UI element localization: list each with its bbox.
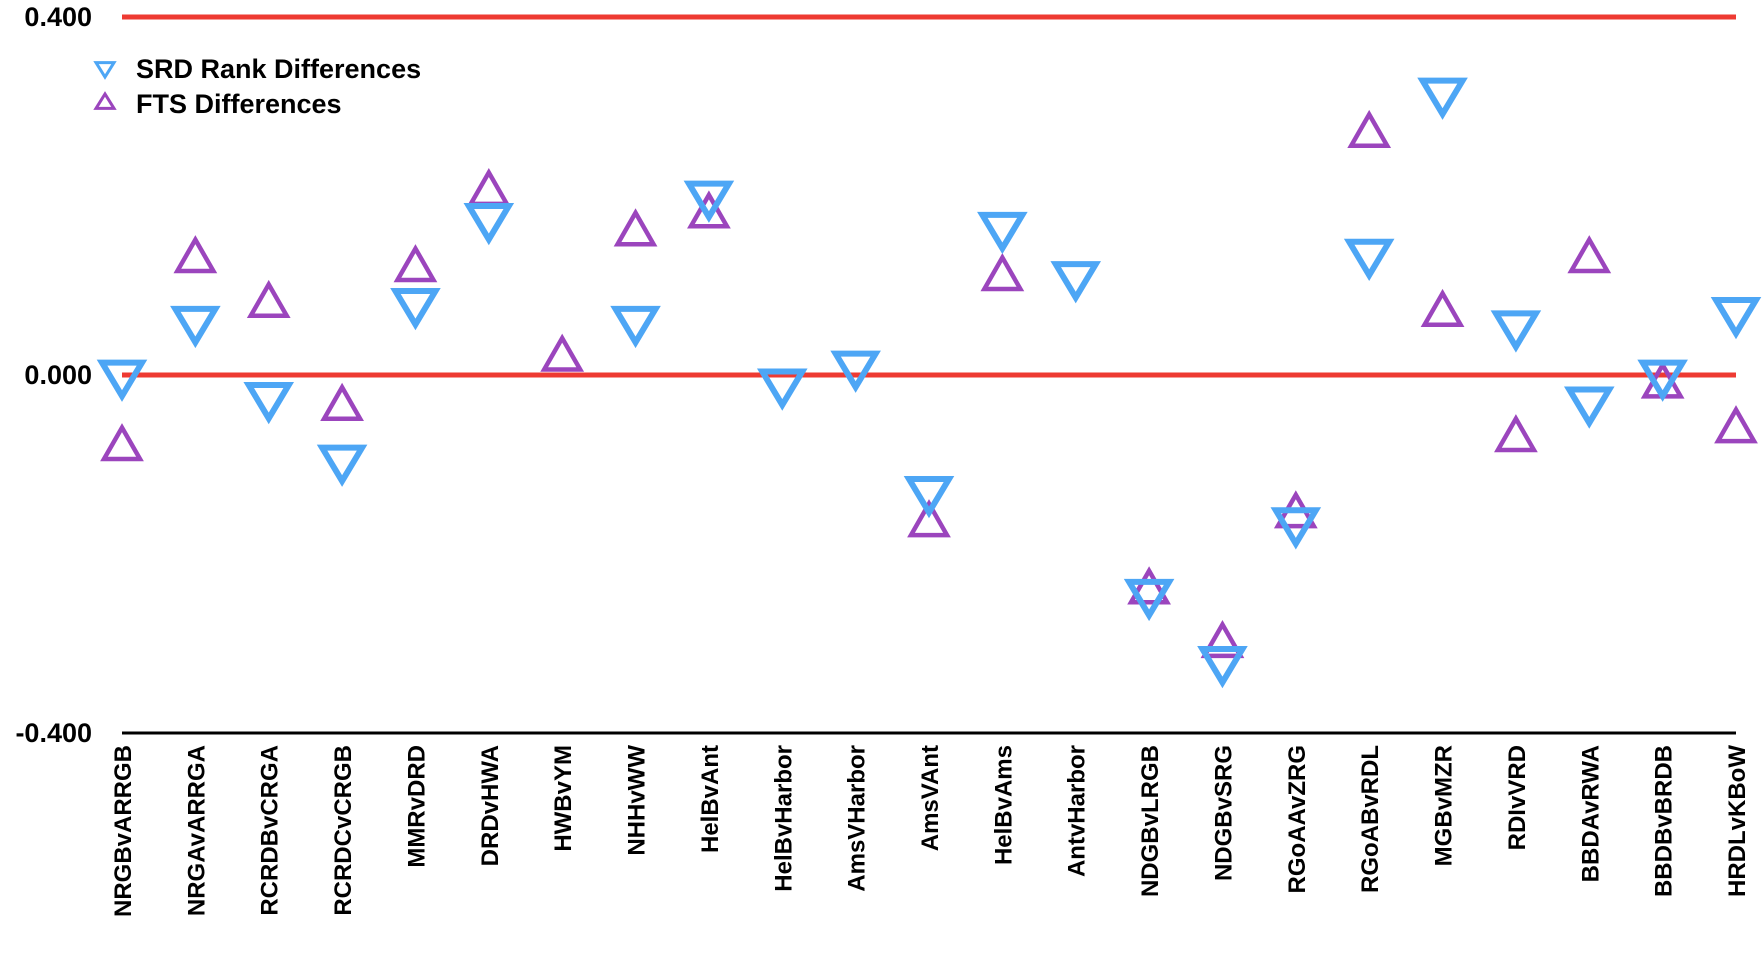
- srd-point-nhhvww: [610, 305, 661, 349]
- fts-point-rcrdbvcrga: [246, 279, 291, 319]
- fts-point-hrdlvkbow: [1714, 405, 1758, 444]
- x-tick-label: BBDAvRWA: [1577, 745, 1604, 882]
- fts-point-nrgavarrga: [173, 235, 218, 274]
- x-tick-label: MGBvMZR: [1431, 745, 1458, 866]
- fts-point-mmrvdrd: [393, 244, 438, 283]
- srd-point-helbvams: [977, 211, 1028, 255]
- x-tick-label: RCRDBvCRGA: [257, 745, 284, 916]
- fts-point-helbvams: [980, 253, 1025, 292]
- fts-point-ndgbvsrg: [1200, 619, 1245, 659]
- x-tick-label: HWBvYM: [550, 745, 577, 852]
- x-tick-label: DRDvHWA: [477, 745, 504, 866]
- srd-point-amsvant: [903, 475, 955, 519]
- x-tick-label: BBDBvBRDB: [1651, 745, 1678, 897]
- srd-point-bbdbvbrdb: [1637, 359, 1688, 402]
- fts-point-rcrdcvcrgb: [320, 382, 364, 421]
- x-tick-label: HRDLvKBoW: [1724, 745, 1751, 897]
- fts-point-rgoabvrdl: [1347, 109, 1392, 148]
- srd-point-helbvharbor: [756, 368, 808, 411]
- legend-label-srd: SRD Rank Differences: [136, 54, 421, 84]
- fts-point-nhhvww: [613, 208, 658, 247]
- reference-lines: [122, 14, 1736, 378]
- srd-point-bbdavrwa: [1563, 386, 1615, 429]
- y-axis-ticks: 0.400 0.000 -0.400: [15, 2, 92, 748]
- series-fts-differences: [100, 109, 1758, 659]
- legend: SRD Rank Differences FTS Differences: [93, 54, 421, 119]
- y-tick-label: 0.400: [24, 2, 92, 32]
- srd-point-ndgbvsrg: [1197, 646, 1248, 689]
- x-tick-label: RCRDCvCRGB: [330, 745, 357, 916]
- x-tick-label: RGoABvRDL: [1357, 745, 1384, 893]
- x-tick-label: AmsVHarbor: [844, 745, 871, 892]
- x-tick-label: HelBvHarbor: [770, 745, 797, 892]
- y-tick-label: -0.400: [15, 718, 92, 748]
- srd-point-nrgavarrga: [170, 305, 221, 349]
- fts-point-drdvhwa: [466, 168, 511, 207]
- series-srd-rank-differences: [96, 77, 1762, 689]
- fts-point-ndgbvlrgb: [1127, 566, 1171, 605]
- srd-point-antvharbor: [1050, 261, 1102, 304]
- x-tick-label: NRGBvARRGB: [110, 745, 137, 917]
- x-tick-label: AmsVAnt: [917, 745, 944, 851]
- fts-point-helbvant: [687, 190, 731, 229]
- x-tick-label: HelBvAnt: [697, 745, 724, 853]
- legend-marker-srd: [93, 61, 117, 80]
- srd-point-ndgbvlrgb: [1123, 578, 1175, 622]
- fts-point-bbdavrwa: [1567, 235, 1612, 274]
- srd-point-amsvharbor: [830, 350, 881, 393]
- x-tick-label: RGoAAvZRG: [1284, 745, 1311, 893]
- fts-point-nrgbvarrgb: [100, 423, 144, 462]
- srd-point-rcrdcvcrgb: [316, 444, 368, 487]
- srd-point-rgoabvrdl: [1343, 238, 1395, 282]
- x-tick-label: AntvHarbor: [1064, 745, 1091, 877]
- x-axis-category-labels: NRGBvARRGB NRGAvARRGA RCRDBvCRGA RCRDCvCRGB…: [110, 745, 1751, 917]
- x-tick-label: RDIvVRD: [1504, 745, 1531, 850]
- x-tick-label: MMRvDRD: [403, 745, 430, 868]
- fts-point-amsvant: [907, 499, 951, 538]
- legend-label-fts: FTS Differences: [136, 89, 342, 119]
- x-tick-label: NDGBvLRGB: [1137, 745, 1164, 897]
- x-tick-label: NRGAvARRGA: [183, 745, 210, 916]
- srd-point-mgbvmzr: [1417, 77, 1468, 120]
- srd-point-nrgbvarrgb: [96, 359, 148, 402]
- srd-point-rcrdbvcrga: [243, 381, 295, 425]
- fts-point-hwbvym: [540, 333, 585, 372]
- srd-point-rgoaavzrg: [1270, 507, 1322, 550]
- x-tick-label: NDGBvSRG: [1210, 745, 1237, 881]
- fts-point-rdivvrd: [1494, 414, 1538, 453]
- srd-point-mmrvdrd: [390, 288, 441, 331]
- srd-point-drdvhwa: [463, 202, 515, 246]
- srd-point-rdivvrd: [1490, 310, 1542, 353]
- legend-marker-fts: [93, 91, 117, 110]
- srd-point-hrdlvkbow: [1710, 296, 1762, 340]
- y-tick-label: 0.000: [24, 360, 92, 390]
- x-tick-label: HelBvAms: [990, 745, 1017, 865]
- x-tick-label: NHHvWW: [624, 745, 651, 856]
- fts-point-mgbvmzr: [1420, 288, 1465, 327]
- srd-point-helbvant: [683, 180, 735, 223]
- data-points: [96, 77, 1762, 689]
